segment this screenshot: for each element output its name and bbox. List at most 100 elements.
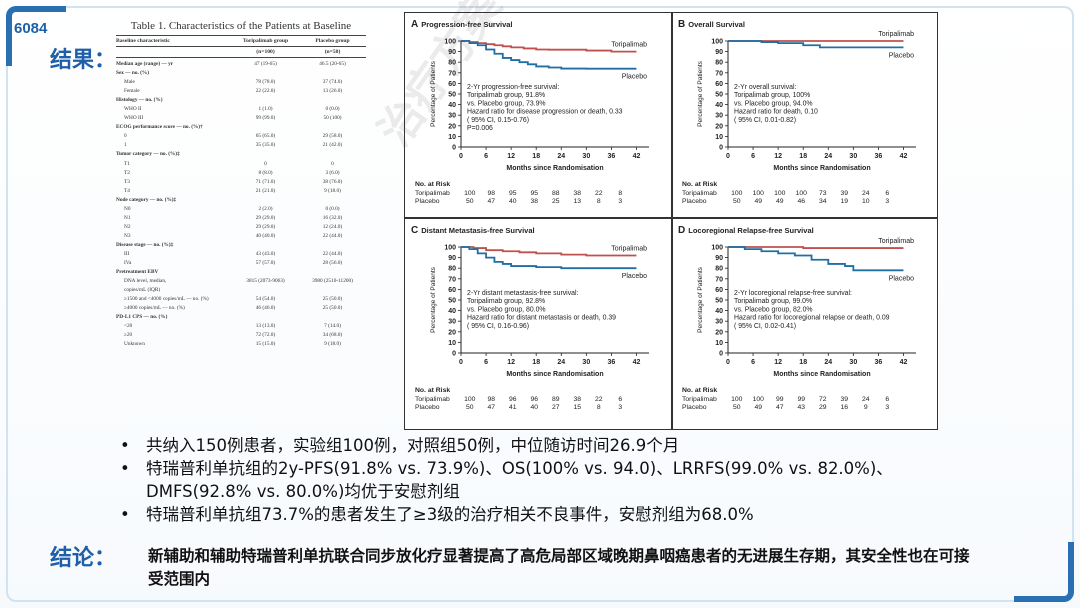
table-cell: 25 (50.0) [322,305,343,312]
table-row: Pretreatment EBV [116,268,366,277]
risk-value: 89 [551,396,560,403]
risk-row: Toripalimab 100 100 99 99 72 39 24 6 [682,396,898,404]
x-tick-label: 6 [484,359,488,366]
x-tick-label: 36 [608,359,616,366]
y-tick-label: 60 [715,81,723,88]
table-row: III 43 (43.0) 22 (44.0) [116,250,366,259]
table-cell: ≥1500 and <4000 copies/mL — no. (%) [124,296,209,303]
risk-header: No. at Risk [415,387,451,394]
table-body: Median age (range) — yr 47 (19-65) 46.5 (2… [116,60,366,350]
risk-row-label: Placebo [415,404,440,411]
risk-value: 13 [573,198,582,205]
y-tick-label: 80 [715,60,723,67]
y-axis-label: Percentage of Patients [430,60,437,127]
table-cell: 15 (15.0) [255,341,276,348]
x-tick-label: 18 [799,153,807,160]
risk-value: 95 [530,190,539,197]
table-cell: 35 (35.0) [255,142,276,149]
risk-value: 95 [508,190,517,197]
table-cell [299,96,366,105]
table-cell: 2 (2.0) [258,205,273,212]
risk-value: 3 [618,198,623,205]
x-tick-label: 12 [774,153,782,160]
panel-divider [405,217,937,219]
km-figure: A Progression-free Survival 0 10 20 30 40 50 60 7… [404,12,938,430]
risk-value: 100 [464,190,476,197]
x-tick-label: 6 [751,359,755,366]
y-tick-label: 60 [715,287,723,294]
table-row: Male 78 (78.0) 37 (74.0) [116,78,366,87]
table-row: Histology — no. (%) [116,96,366,105]
y-tick-label: 50 [448,92,456,99]
table-cell: T3 [124,178,130,185]
table-cell: 1 [124,142,127,149]
table-header-cell: Baseline characteristic [116,38,170,44]
x-tick-label: 24 [557,153,565,160]
x-tick-label: 6 [751,153,755,160]
y-tick-label: 20 [448,123,456,130]
table-cell: Disease stage — no. (%)‡ [116,241,174,248]
x-tick-label: 24 [824,153,832,160]
y-axis-label: Percentage of Patients [697,60,704,127]
table-cell: 9 (18.0) [324,341,341,348]
table-subheader-cell: (n=50) [324,49,341,55]
x-tick-label: 42 [900,359,908,366]
table-cell: Pretreatment EBV [116,269,159,276]
y-tick-label: 30 [448,113,456,120]
slide-number: 6084 [14,20,48,37]
y-tick-label: 20 [448,329,456,336]
y-tick-label: 70 [448,276,456,283]
series-label: Placebo [622,273,647,280]
y-tick-label: 0 [452,351,456,358]
corner-decoration [6,6,66,66]
x-tick-label: 24 [557,359,565,366]
series-line [461,246,637,270]
annotation-line: Toripalimab group, 92.8% [467,298,545,305]
risk-value: 15 [573,404,582,411]
panel-title: A Progression-free Survival [411,19,513,30]
risk-value: 29 [818,404,827,411]
bullet-dot: • [120,459,130,478]
table-cell: 0 (0.0) [325,205,340,212]
risk-value: 8 [618,190,623,197]
risk-value: 96 [530,396,539,403]
series-line [728,40,904,49]
x-tick-label: 18 [799,359,807,366]
table-cell: 0 [331,160,334,167]
annotation-line: vs. Placebo group, 82.0% [734,306,813,313]
annotation-line: vs. Placebo group, 94.0% [734,100,813,107]
risk-row: Toripalimab 100 98 95 95 88 38 22 8 [415,190,631,198]
table-cell: 16 (32.0) [322,214,343,221]
table-cell: 22 (22.0) [255,88,276,95]
table-cell: 21 (42.0) [322,142,343,149]
table-cell: 13 (26.0) [322,88,343,95]
table-cell: Unknown [124,341,145,348]
panel-title: B Overall Survival [678,19,745,30]
risk-value: 100 [731,190,743,197]
table-cell: 22 (44.0) [322,232,343,239]
table-row: DNA level, median, 3815 (2073-9063) 3980 (… [116,277,366,286]
risk-value: 41 [508,404,517,411]
table-cell: T1 [124,160,130,167]
table-cell: WHO III [124,115,144,122]
annotation-line: 2-Yr overall survival: [734,84,797,91]
series-label: Toripalimab [878,238,914,245]
y-axis-label: Percentage of Patients [697,266,704,333]
annotation-line: ( 95% CI, 0.16-0.96) [467,323,529,330]
y-tick-label: 30 [715,113,723,120]
risk-value: 38 [573,396,582,403]
table-cell: ≥20 [124,332,133,339]
table-cell: 46.5 (20-65) [319,61,346,67]
panel-divider [671,13,673,429]
annotation-line: Toripalimab group, 91.8% [467,92,545,99]
table-cell [232,96,299,105]
y-tick-label: 0 [719,145,723,152]
table-cell: 54 (54.0) [255,296,276,303]
x-tick-label: 0 [459,359,463,366]
risk-value: 100 [774,190,786,197]
risk-value: 50 [732,198,741,205]
x-tick-label: 30 [582,153,590,160]
table-cell: Tumor category — no. (%)‡ [116,151,180,158]
annotation-line: P=0.006 [467,125,493,132]
table-cell [299,241,366,250]
